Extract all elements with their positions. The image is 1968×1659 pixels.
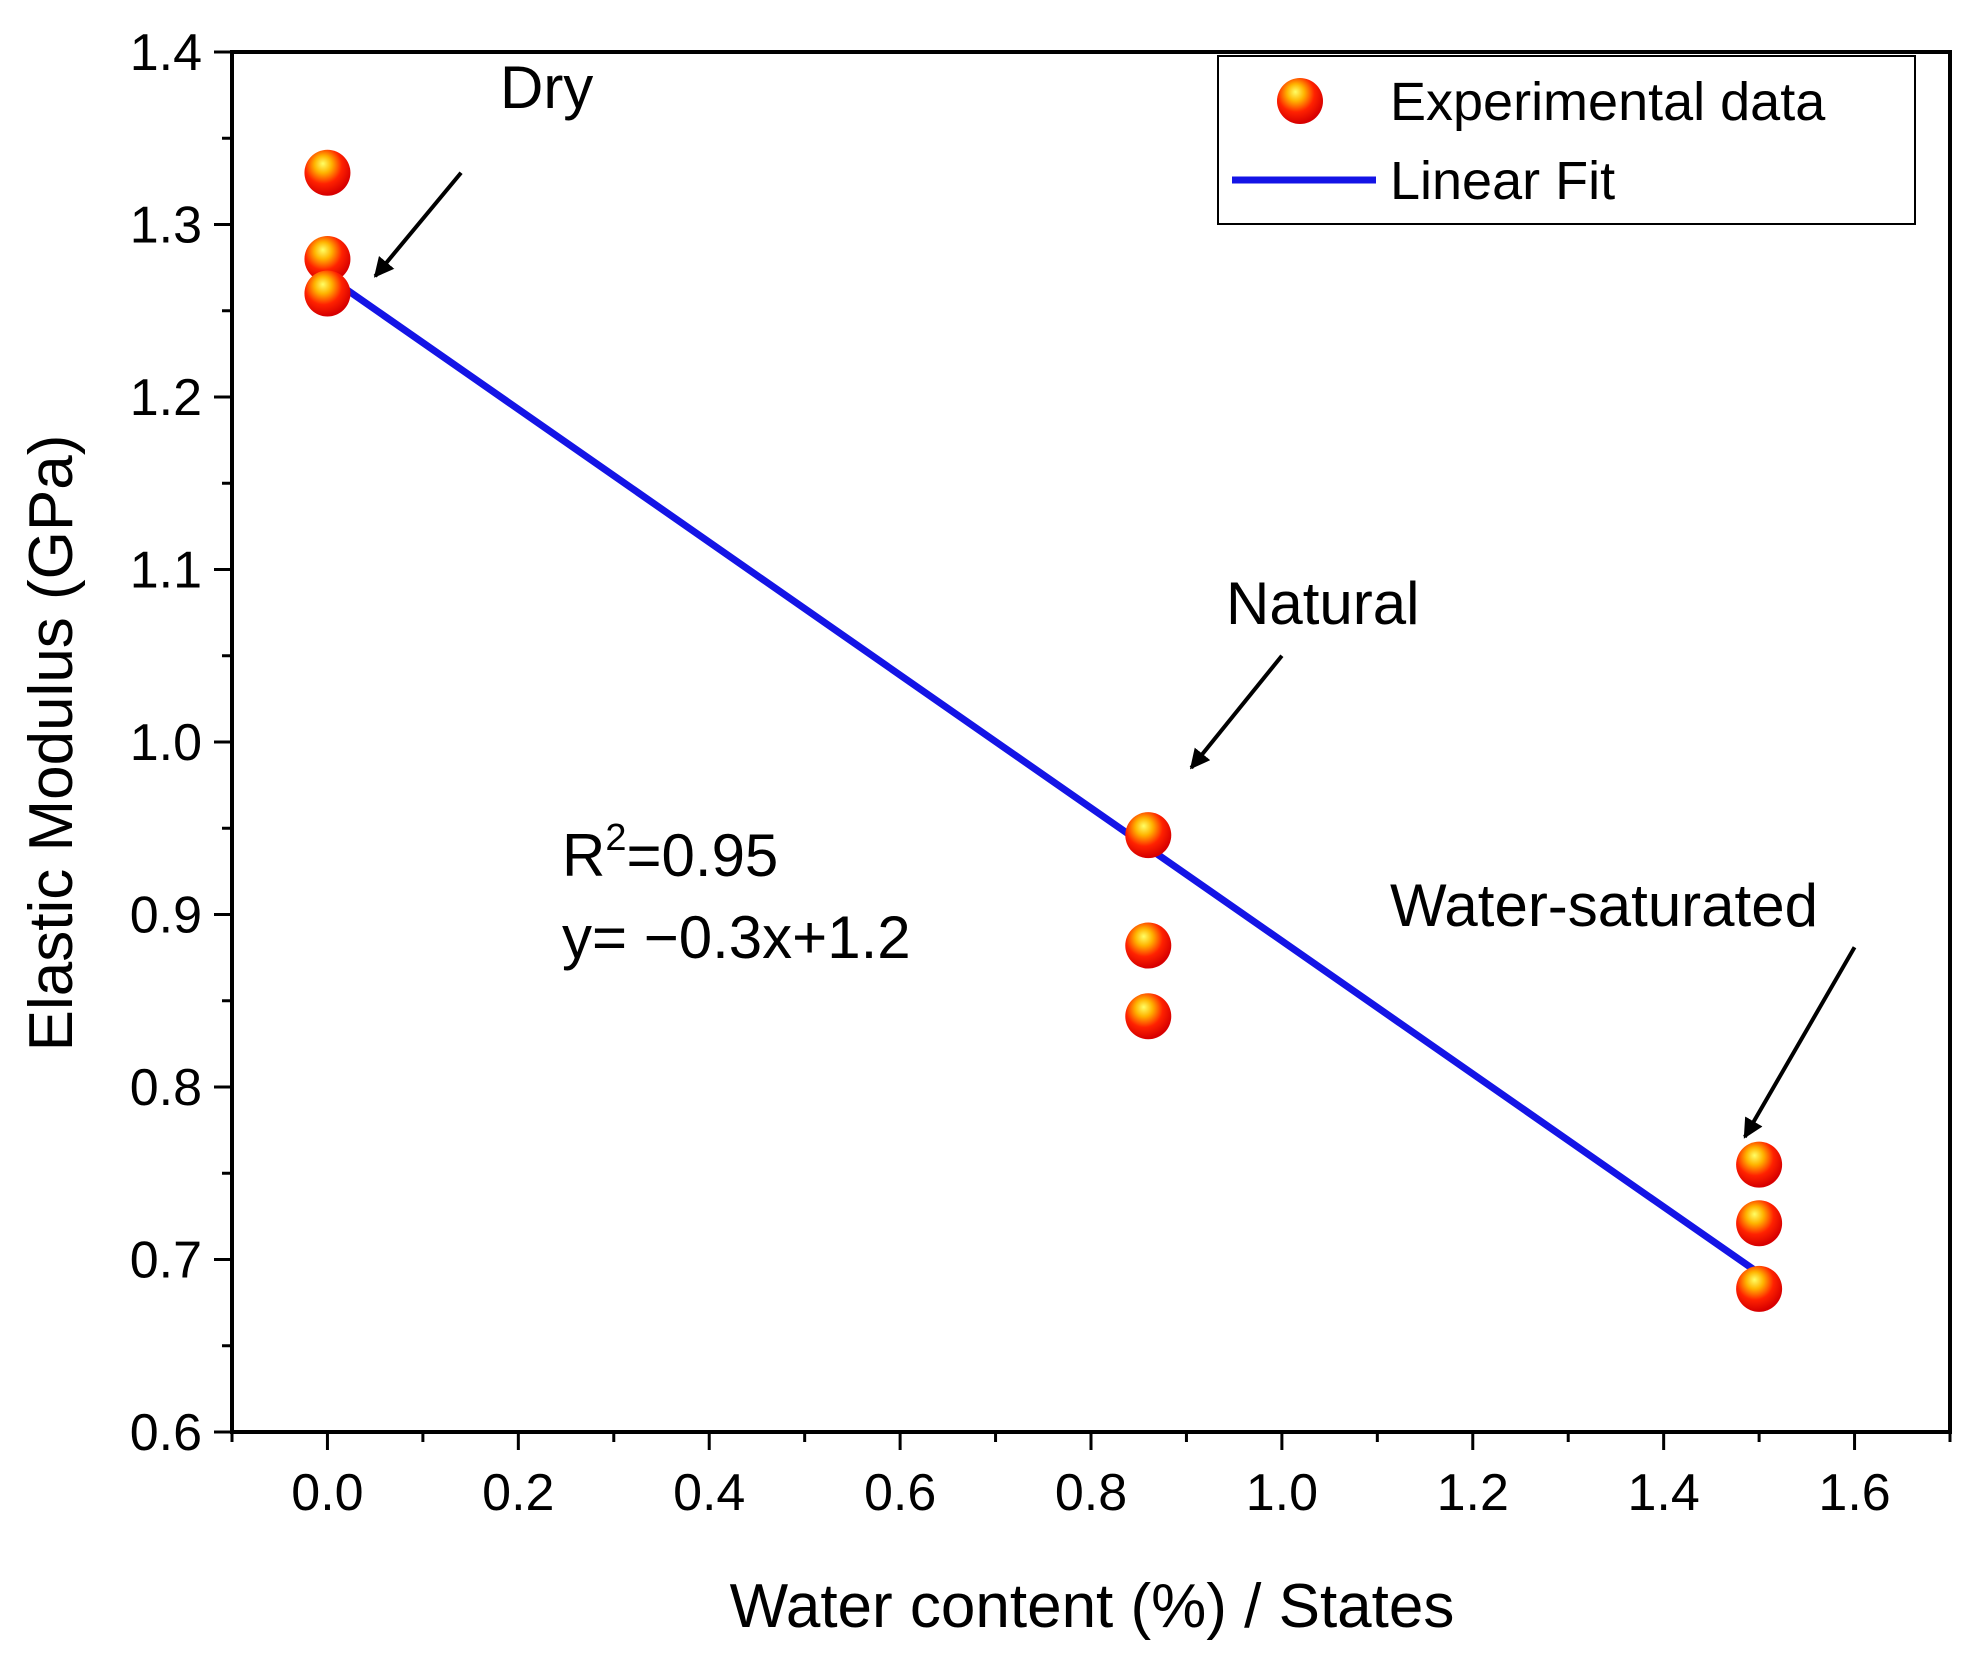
linear-fit-line — [323, 272, 1763, 1277]
legend: Experimental data Linear Fit — [1217, 55, 1916, 225]
r-squared-label: R2=0.95 — [562, 817, 778, 889]
fit-equation: R2=0.95 y= −0.3x+1.2 — [562, 817, 911, 971]
legend-marker-experimental — [1277, 78, 1323, 124]
y-tick-label: 0.8 — [130, 1059, 202, 1117]
y-axis-title: Elastic Modulus (GPa) — [17, 435, 86, 1052]
annotation-arrow — [1189, 654, 1284, 770]
data-point — [1736, 1141, 1783, 1188]
legend-label-experimental: Experimental data — [1390, 72, 1826, 132]
x-tick-label: 0.8 — [1055, 1464, 1127, 1522]
x-axis-title: Water content (%) / States — [730, 1572, 1455, 1641]
r-squared-symbol: R — [562, 822, 605, 889]
r-squared-value: =0.95 — [626, 822, 778, 889]
r-squared-exponent: 2 — [605, 817, 626, 859]
annotation-arrow — [1743, 946, 1857, 1139]
data-point — [1736, 1265, 1783, 1312]
axis-ticks — [214, 50, 1952, 1450]
x-tick-label: 1.0 — [1246, 1464, 1318, 1522]
annotation-arrow — [373, 171, 463, 278]
y-tick-label: 0.7 — [130, 1232, 202, 1290]
data-points — [304, 149, 1783, 1312]
x-tick-label: 0.0 — [291, 1464, 363, 1522]
data-point — [1736, 1200, 1783, 1247]
annotation-arrows — [373, 171, 1857, 1139]
data-point — [304, 270, 351, 317]
plot-frame — [230, 50, 1952, 1434]
legend-label-linear-fit: Linear Fit — [1390, 151, 1615, 211]
y-tick-label: 1.1 — [130, 542, 202, 600]
x-tick-label: 1.2 — [1437, 1464, 1509, 1522]
x-tick-label: 1.4 — [1628, 1464, 1700, 1522]
annotations: Dry Natural Water-saturated — [373, 54, 1857, 1139]
y-tick-label: 1.2 — [130, 369, 202, 427]
x-tick-label: 0.6 — [864, 1464, 936, 1522]
x-tick-label: 1.6 — [1818, 1464, 1890, 1522]
data-point — [1125, 812, 1172, 859]
y-tick-label: 0.6 — [130, 1404, 202, 1462]
x-tick-label: 0.2 — [482, 1464, 554, 1522]
y-tick-label: 1.0 — [130, 714, 202, 772]
annotation-dry: Dry — [500, 54, 593, 121]
y-tick-label: 1.3 — [130, 197, 202, 255]
annotation-water-saturated: Water-saturated — [1390, 872, 1818, 939]
x-tick-label: 0.4 — [673, 1464, 745, 1522]
fit-equation-text: y= −0.3x+1.2 — [562, 904, 911, 971]
annotation-natural: Natural — [1226, 570, 1419, 637]
data-point — [304, 149, 351, 196]
data-point — [1125, 922, 1172, 969]
data-point — [1125, 993, 1172, 1040]
y-tick-label: 0.9 — [130, 887, 202, 945]
y-tick-label: 1.4 — [130, 24, 202, 82]
axis-tick-labels: 0.0 0.2 0.4 0.6 0.8 1.0 1.2 1.4 1.6 0.6 0.7 0.8 0.9 1… — [130, 24, 1891, 1522]
legend-box — [1217, 55, 1916, 225]
data-point — [304, 236, 351, 282]
